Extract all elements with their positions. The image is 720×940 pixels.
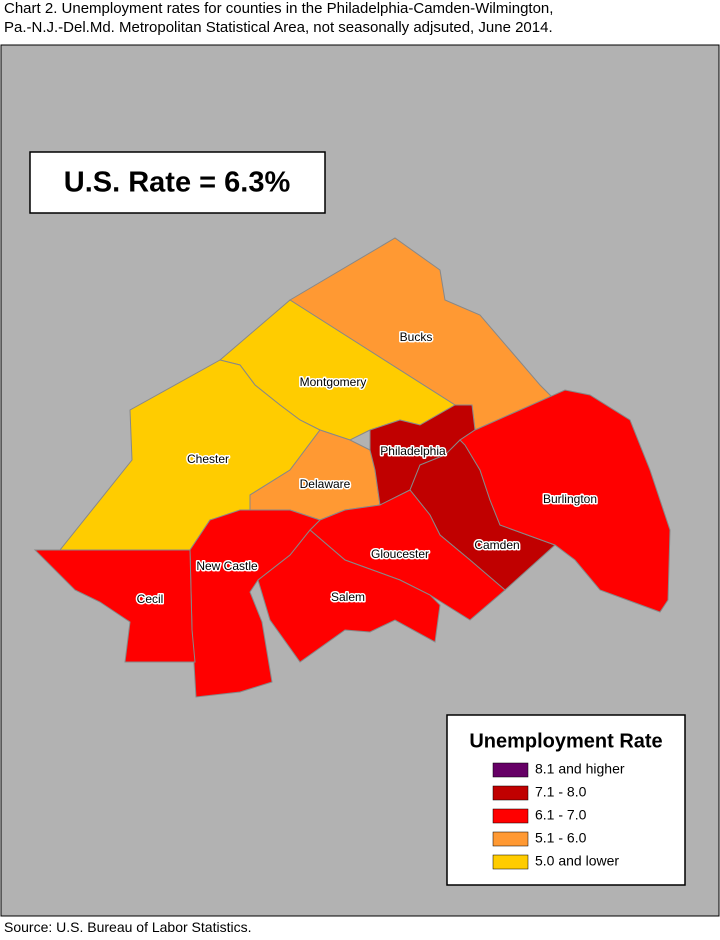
legend: 8.1 and higher 7.1 - 8.0 6.1 - 7.0 5.1 - 6.… bbox=[492, 761, 625, 870]
legend-label: 6.1 - 7.0 bbox=[535, 807, 587, 823]
county-label: Salem bbox=[331, 590, 365, 604]
county-label: New Castle bbox=[196, 559, 258, 573]
county-label: Burlington bbox=[543, 492, 597, 506]
title-line: Pa.-N.J.-Del.Md. Metropolitan Statistica… bbox=[4, 19, 553, 36]
county-label: Bucks bbox=[400, 330, 433, 344]
legend-label: 5.0 and lower bbox=[535, 853, 619, 869]
county-label: Camden bbox=[474, 538, 519, 552]
county bbox=[33, 549, 196, 663]
legend-label: 7.1 - 8.0 bbox=[535, 784, 587, 800]
county bbox=[189, 509, 321, 698]
county-label: Chester bbox=[187, 452, 229, 466]
county-label: Cecil bbox=[137, 592, 164, 606]
legend-box bbox=[446, 714, 686, 886]
counties: Bucks Montgomery Chester Delaware Philadelph… bbox=[33, 237, 671, 698]
county-label: Delaware bbox=[300, 477, 351, 491]
county bbox=[257, 529, 441, 663]
legend-label: 8.1 and higher bbox=[535, 761, 625, 777]
county bbox=[459, 389, 671, 613]
source: Source: U.S. Bureau of Labor Statistics. bbox=[4, 919, 251, 935]
legend-swatch bbox=[492, 785, 529, 801]
county-label: Montgomery bbox=[300, 375, 367, 389]
us-rate-box bbox=[29, 151, 326, 214]
legend-swatch bbox=[492, 762, 529, 778]
county-label: Gloucester bbox=[371, 547, 429, 561]
us-rate: U.S. Rate = 6.3% bbox=[64, 167, 291, 199]
legend-swatch bbox=[492, 854, 529, 870]
legend-label: 5.1 - 6.0 bbox=[535, 830, 587, 846]
legend-title: Unemployment Rate bbox=[469, 730, 662, 752]
legend-swatch bbox=[492, 831, 529, 847]
county-label: Philadelphia bbox=[380, 444, 446, 458]
legend-swatch bbox=[492, 808, 529, 824]
title-line: Chart 2. Unemployment rates for counties… bbox=[4, 0, 553, 17]
